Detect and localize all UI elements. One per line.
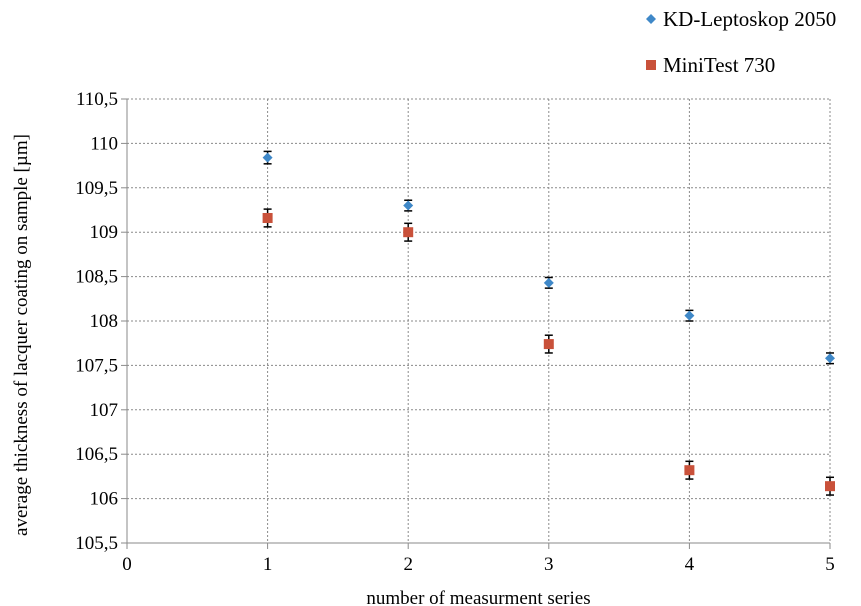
y-axis-title: average thickness of lacquer coating on … [11,134,32,536]
legend-marker-square-icon [646,60,656,70]
data-point [262,212,273,223]
y-tick-label: 106,5 [75,444,118,465]
x-tick-label: 5 [825,554,835,575]
x-tick-label: 4 [685,554,695,575]
y-tick-label: 108 [90,311,119,332]
x-axis-title: number of measurment series [366,588,590,606]
legend-marker-diamond-icon [646,14,656,24]
x-tick-label: 1 [263,554,273,575]
x-tick-label: 0 [122,554,132,575]
data-point [403,200,414,211]
y-tick-label: 110 [90,133,118,154]
y-tick-label: 110,5 [76,89,118,110]
axes [121,98,831,549]
data-series [262,150,835,496]
y-tick-label: 107,5 [75,355,118,376]
legend-item-kd-leptoskop: KD-Leptoskop 2050 [646,7,836,31]
grid-lines [127,98,831,543]
data-point [403,227,414,238]
y-tick-labels: 105,5 106 106,5 107 107,5 108 108,5 109 109,5 110… [75,89,118,554]
data-point [684,310,695,321]
legend: KD-Leptoskop 2050 MiniTest 730 [646,7,836,77]
y-tick-label: 107 [90,400,119,421]
data-point [825,481,835,492]
y-tick-label: 108,5 [75,267,118,288]
x-tick-labels: 0 1 2 3 4 5 [122,554,835,575]
series-minitest [262,208,835,496]
x-tick-label: 3 [544,554,554,575]
data-point [543,339,554,350]
y-tick-label: 106 [90,489,119,510]
legend-label: MiniTest 730 [663,53,775,77]
y-tick-label: 109,5 [75,178,118,199]
x-tick-label: 2 [403,554,413,575]
data-point [543,277,554,288]
y-tick-label: 109 [90,222,119,243]
data-point [262,152,273,163]
y-tick-label: 105,5 [75,533,118,554]
data-point [825,353,835,364]
legend-label: KD-Leptoskop 2050 [663,7,836,31]
data-point [684,465,695,476]
series-kd-leptoskop [262,150,835,365]
legend-item-minitest: MiniTest 730 [646,53,775,77]
